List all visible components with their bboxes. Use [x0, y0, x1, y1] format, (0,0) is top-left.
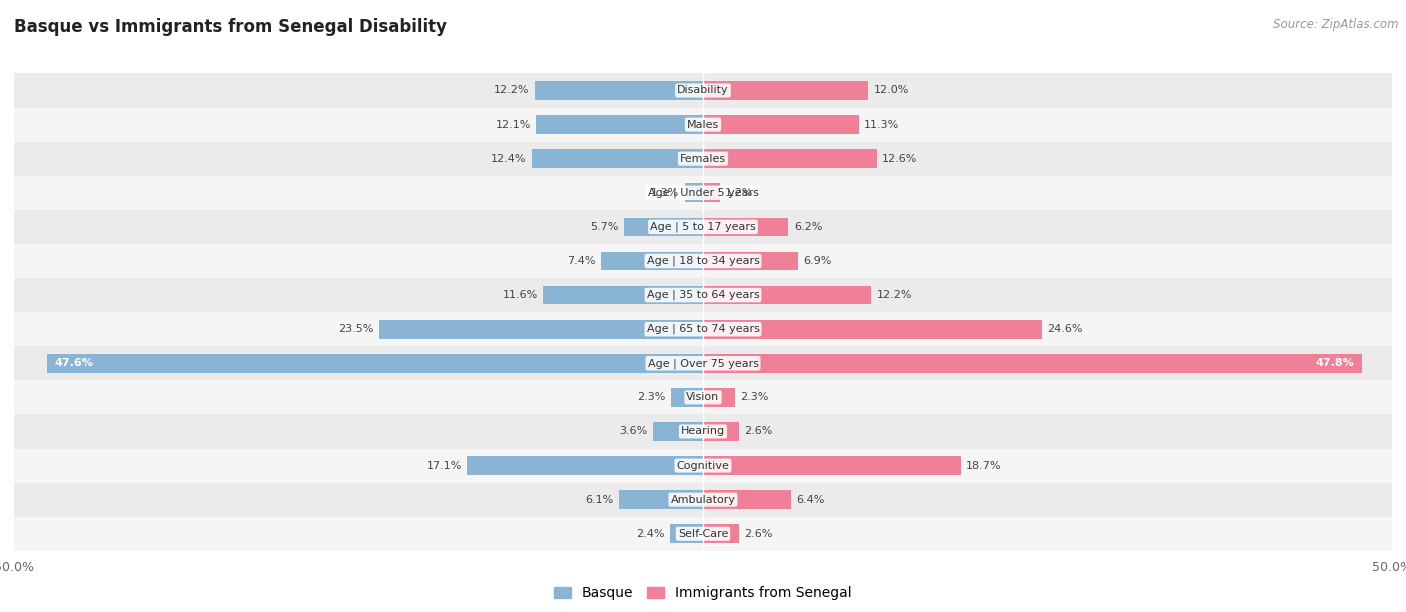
FancyBboxPatch shape: [14, 108, 1392, 141]
Bar: [703, 252, 799, 271]
FancyBboxPatch shape: [14, 312, 1392, 346]
FancyBboxPatch shape: [14, 449, 1392, 483]
FancyBboxPatch shape: [14, 346, 1392, 380]
Text: 12.1%: 12.1%: [495, 119, 531, 130]
Text: Hearing: Hearing: [681, 427, 725, 436]
Text: Age | Over 75 years: Age | Over 75 years: [648, 358, 758, 368]
Text: Females: Females: [681, 154, 725, 163]
Text: 2.3%: 2.3%: [637, 392, 666, 402]
Bar: [703, 149, 876, 168]
FancyBboxPatch shape: [14, 244, 1392, 278]
FancyBboxPatch shape: [14, 380, 1392, 414]
Legend: Basque, Immigrants from Senegal: Basque, Immigrants from Senegal: [548, 581, 858, 606]
Text: 11.3%: 11.3%: [865, 119, 900, 130]
Bar: [703, 184, 720, 202]
Text: 2.4%: 2.4%: [636, 529, 665, 539]
Text: 6.9%: 6.9%: [804, 256, 832, 266]
Bar: [703, 490, 792, 509]
Text: 2.6%: 2.6%: [744, 427, 773, 436]
Text: Basque vs Immigrants from Senegal Disability: Basque vs Immigrants from Senegal Disabi…: [14, 18, 447, 36]
Bar: [624, 217, 703, 236]
Bar: [703, 286, 872, 304]
Bar: [671, 388, 703, 407]
Bar: [619, 490, 703, 509]
Text: 6.2%: 6.2%: [794, 222, 823, 232]
Text: 2.6%: 2.6%: [744, 529, 773, 539]
Bar: [703, 217, 789, 236]
Text: 24.6%: 24.6%: [1047, 324, 1083, 334]
Bar: [380, 320, 703, 338]
Bar: [703, 354, 1361, 373]
Text: Vision: Vision: [686, 392, 720, 402]
Text: 7.4%: 7.4%: [567, 256, 596, 266]
Bar: [703, 115, 859, 134]
Text: Age | 18 to 34 years: Age | 18 to 34 years: [647, 256, 759, 266]
FancyBboxPatch shape: [14, 73, 1392, 108]
Bar: [685, 184, 703, 202]
FancyBboxPatch shape: [14, 210, 1392, 244]
Text: Age | 65 to 74 years: Age | 65 to 74 years: [647, 324, 759, 334]
Text: 12.2%: 12.2%: [876, 290, 912, 300]
Bar: [703, 456, 960, 475]
Text: 47.6%: 47.6%: [53, 358, 93, 368]
Text: 12.6%: 12.6%: [882, 154, 918, 163]
Text: 18.7%: 18.7%: [966, 461, 1001, 471]
FancyBboxPatch shape: [14, 414, 1392, 449]
FancyBboxPatch shape: [14, 176, 1392, 210]
Text: 12.0%: 12.0%: [875, 86, 910, 95]
Text: 12.2%: 12.2%: [494, 86, 530, 95]
Text: 17.1%: 17.1%: [426, 461, 461, 471]
Text: 1.3%: 1.3%: [651, 188, 679, 198]
Bar: [543, 286, 703, 304]
FancyBboxPatch shape: [14, 517, 1392, 551]
Bar: [654, 422, 703, 441]
Bar: [703, 81, 869, 100]
Text: Males: Males: [688, 119, 718, 130]
Text: 2.3%: 2.3%: [740, 392, 769, 402]
Text: Cognitive: Cognitive: [676, 461, 730, 471]
Text: Age | 5 to 17 years: Age | 5 to 17 years: [650, 222, 756, 232]
Text: 11.6%: 11.6%: [502, 290, 537, 300]
FancyBboxPatch shape: [14, 141, 1392, 176]
FancyBboxPatch shape: [14, 278, 1392, 312]
Bar: [703, 320, 1042, 338]
Bar: [531, 149, 703, 168]
Text: 12.4%: 12.4%: [491, 154, 527, 163]
Text: 5.7%: 5.7%: [591, 222, 619, 232]
Text: 47.8%: 47.8%: [1316, 358, 1355, 368]
Bar: [536, 115, 703, 134]
Bar: [600, 252, 703, 271]
Bar: [48, 354, 703, 373]
Text: 6.4%: 6.4%: [797, 494, 825, 505]
Text: Source: ZipAtlas.com: Source: ZipAtlas.com: [1274, 18, 1399, 31]
Bar: [534, 81, 703, 100]
Bar: [467, 456, 703, 475]
Text: 23.5%: 23.5%: [339, 324, 374, 334]
Text: 3.6%: 3.6%: [620, 427, 648, 436]
Text: Disability: Disability: [678, 86, 728, 95]
Bar: [703, 422, 738, 441]
Bar: [669, 524, 703, 543]
Text: 6.1%: 6.1%: [585, 494, 613, 505]
Text: 1.2%: 1.2%: [725, 188, 754, 198]
Bar: [703, 388, 735, 407]
Text: Age | 35 to 64 years: Age | 35 to 64 years: [647, 290, 759, 300]
FancyBboxPatch shape: [14, 483, 1392, 517]
Text: Self-Care: Self-Care: [678, 529, 728, 539]
Text: Ambulatory: Ambulatory: [671, 494, 735, 505]
Text: Age | Under 5 years: Age | Under 5 years: [648, 187, 758, 198]
Bar: [703, 524, 738, 543]
